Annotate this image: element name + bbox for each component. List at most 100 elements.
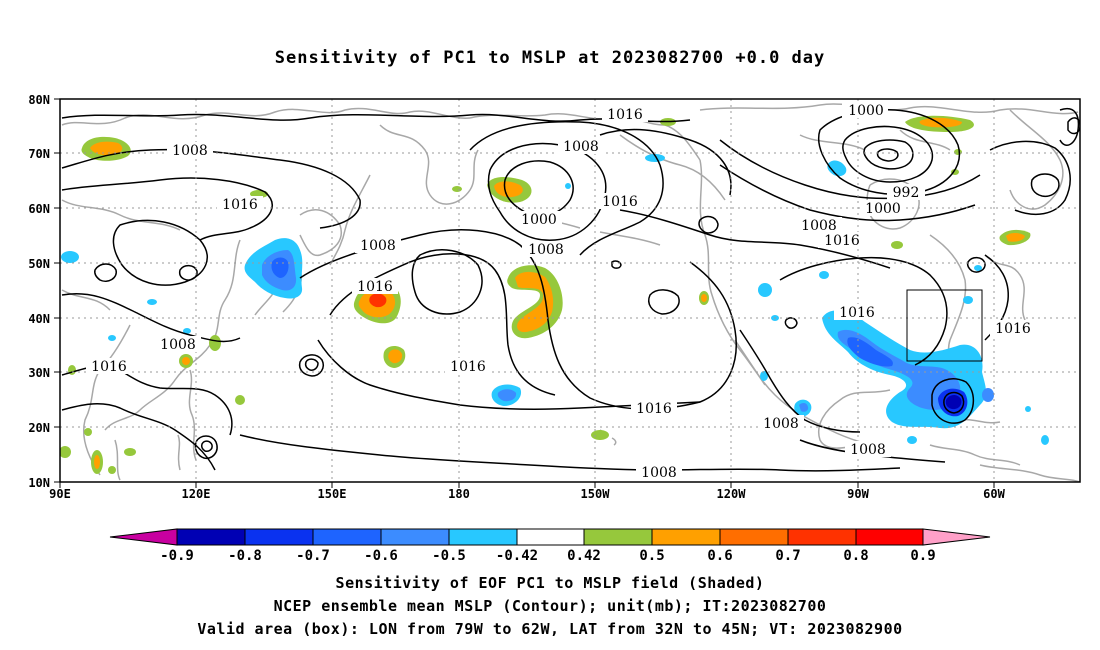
contour-1016-aleutian: [469, 120, 664, 256]
colorbar-swatch-1: [176, 528, 246, 546]
contour-label-group-2: 1008: [558, 138, 604, 155]
shade-positive-small-9: [60, 446, 71, 458]
colorbar-swatch-8: [651, 528, 721, 546]
colorbar-label-3: -0.7: [296, 548, 330, 564]
coastline-alaska-peninsula: [619, 134, 726, 201]
lat-label-50n: 50N: [28, 257, 50, 271]
contour-label-1016-subtropical: 1016: [636, 401, 672, 417]
shade-positive-greenland-south-core: [1006, 233, 1025, 242]
shade-negative-small-2: [645, 154, 665, 162]
shade-negative-small-15: [907, 436, 917, 444]
shade-positive-small-17: [954, 149, 962, 155]
shade-negative-small-4: [147, 299, 157, 305]
contour-label-group-5: 1000: [860, 200, 906, 217]
contour-label-1008-canada: 1008: [801, 218, 837, 234]
contour-1016-canada: [719, 164, 976, 222]
contour-label-group-4: 992: [887, 184, 925, 201]
contour-1016-pacific-high-outer: [299, 229, 737, 410]
contour-label-1016-us-east: 1016: [839, 305, 875, 321]
contour-1008-siberia: [61, 148, 361, 229]
contour-label-group-7: 1016: [818, 232, 864, 249]
coastline-canada-arctic: [699, 103, 1079, 151]
contour-label-1016-west-pacific: 1016: [357, 279, 393, 295]
shade-positive-small-6: [235, 395, 245, 405]
caption-contour: NCEP ensemble mean MSLP (Contour); unit(…: [273, 597, 827, 615]
lat-label-10n: 10N: [28, 476, 50, 490]
coastline-siberia-east: [379, 124, 479, 205]
shade-positive-arctic-siberia-core: [90, 141, 123, 156]
contour-label-group-23: 1016: [834, 304, 880, 321]
valid-area-box: [906, 289, 983, 362]
coastline-hudson-bay: [866, 178, 920, 230]
shade-positive-small-3: [452, 186, 462, 192]
contour-mongolia-high: [112, 219, 208, 286]
lon-label-120e: 120E: [182, 487, 211, 501]
contour-label-group-8: 1008: [167, 142, 213, 159]
contour-label-1016-alaska: 1016: [602, 194, 638, 210]
contour-1000-bering-low: [503, 160, 574, 217]
colorbar-label-6: -0.42: [496, 548, 538, 564]
contour-atlantic-high-outer: [1059, 108, 1080, 146]
shade-positive-small-11-core: [701, 294, 707, 302]
contour-label-1008-east-pacific: 1008: [763, 416, 799, 432]
contour-label-1016-canada: 1016: [824, 233, 860, 249]
contour-small-1: [94, 263, 117, 282]
contour-992-canada-low: [842, 125, 934, 183]
colorbar: -0.9 -0.8 -0.7 -0.6 -0.5 -0.42 0.42 0.5 …: [109, 528, 991, 564]
contour-label-group-3: 1000: [842, 102, 888, 119]
contour-label-group-19: 1016: [631, 400, 677, 417]
coastline-baja: [734, 339, 766, 386]
colorbar-swatch-10: [787, 528, 857, 546]
colorbar-swatch-2: [244, 528, 314, 546]
lon-label-180: 180: [448, 487, 470, 501]
contour-small-2: [178, 264, 198, 281]
contour-label-1016-south-china: 1016: [91, 359, 127, 375]
contour-label-group-22: 1008: [636, 464, 682, 481]
contour-label-1008-north-pacific: 1008: [563, 139, 599, 155]
coastline-china: [104, 239, 241, 431]
shade-negative-gulf-core: [799, 402, 809, 412]
shade-negative-small-5: [108, 335, 116, 341]
colorbar-label-12: 0.9: [910, 548, 935, 564]
contour-label-1008-bering: 1008: [528, 242, 564, 258]
contour-small-8: [1030, 173, 1060, 198]
contour-label-1016-central-pacific: 1016: [450, 359, 486, 375]
colorbar-label-11: 0.8: [843, 548, 868, 564]
shade-negative-japan-peak: [271, 257, 289, 278]
contour-1008-north: [61, 113, 691, 123]
contour-small-5: [698, 215, 719, 234]
colorbar-label-10: 0.7: [775, 548, 800, 564]
contour-label-1016-north-pacific: 1016: [607, 107, 643, 123]
contour-1016-pacific-high-inner: [329, 253, 556, 396]
caption-shaded: Sensitivity of EOF PC1 to MSLP field (Sh…: [335, 574, 765, 592]
shade-negative-small-16: [982, 388, 994, 402]
shade-negative-small-10: [760, 371, 768, 381]
shade-positive-small-7: [591, 430, 609, 440]
contour-label-group-13: 1016: [597, 193, 643, 210]
figure-title: Sensitivity of PC1 to MSLP at 2023082700…: [274, 48, 826, 68]
coastline-kamchatka: [329, 174, 371, 266]
coastline-asia-arctic: [61, 107, 471, 126]
contour-label-1008-tropical-pacific: 1008: [641, 465, 677, 481]
shade-negative-small-6: [183, 328, 191, 334]
shade-negative-small-1: [61, 251, 79, 263]
coastline-south-america: [979, 464, 1080, 482]
contour-small-3: [611, 260, 622, 269]
coastline-north-america-west: [699, 159, 891, 451]
contour-small-high-1-inner: [304, 358, 319, 371]
shade-positive-small-10: [124, 448, 136, 456]
contour-label-1008-central-america: 1008: [850, 442, 886, 458]
lon-label-150w: 150W: [581, 487, 611, 501]
colorbar-label-1: -0.9: [160, 548, 194, 564]
colorbar-label-7: 0.42: [567, 548, 601, 564]
mslp-contours: [61, 108, 1080, 472]
contour-1016-siberia: [61, 177, 273, 241]
colorbar-swatch-6: [516, 528, 585, 546]
colorbar-label-4: -0.6: [364, 548, 398, 564]
lat-label-40n: 40N: [28, 312, 50, 326]
contour-1016-alaska-east: [619, 209, 891, 269]
contour-pacific-inner-high: [411, 249, 483, 315]
colorbar-swatch-3: [312, 528, 382, 546]
contour-greenland-high: [989, 140, 1071, 216]
